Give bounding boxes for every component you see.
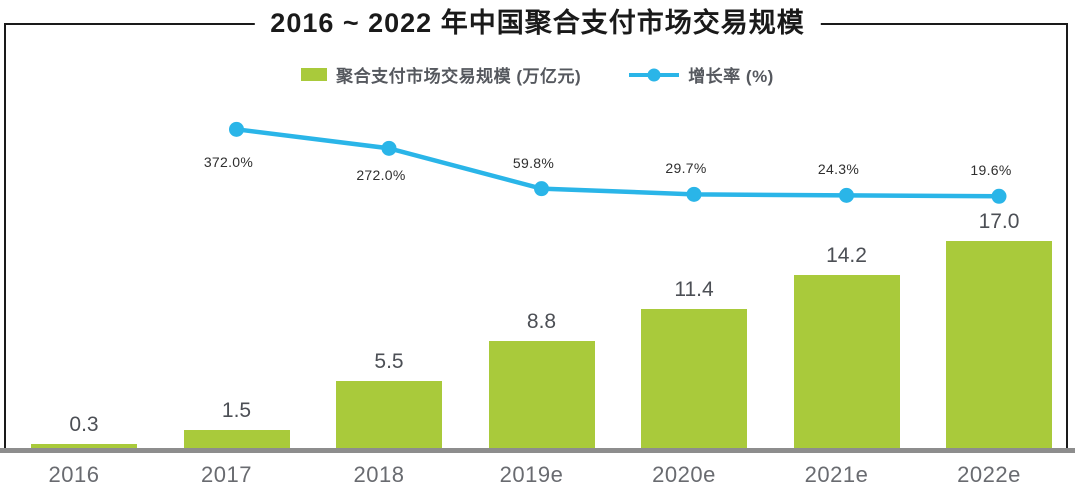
x-axis-label: 2016: [48, 462, 100, 487]
bar-value-label: 8.8: [526, 310, 557, 333]
legend: 聚合支付市场交易规模 (万亿元) 增长率 (%): [0, 62, 1075, 87]
bar: [183, 430, 290, 448]
legend-item-bar-series: 聚合支付市场交易规模 (万亿元): [301, 62, 581, 87]
bar: [488, 341, 595, 448]
x-axis-label: 2020e: [652, 462, 716, 487]
bar: [31, 444, 137, 448]
line-series-dot-icon: [647, 68, 661, 81]
bar-value-label: 11.4: [674, 278, 714, 301]
bar-value-label: 0.3: [69, 413, 99, 436]
bar-value-label: 5.5: [374, 350, 404, 373]
bar-value-label: 17.0: [978, 210, 1020, 233]
legend-bar-label: 聚合支付市场交易规模 (万亿元): [336, 67, 582, 86]
bar: [793, 275, 900, 448]
x-axis-label: 2022e: [957, 462, 1021, 487]
legend-item-line-series: 增长率 (%): [629, 62, 774, 87]
growth-value-label: 372.0%: [203, 154, 254, 171]
line-series-marker-icon: [629, 68, 680, 81]
growth-value-label: 19.6%: [970, 162, 1012, 179]
x-axis-label: 2021e: [804, 462, 869, 487]
x-axis-line: [0, 448, 1075, 453]
bar-value-label: 1.5: [221, 399, 252, 422]
growth-value-label: 59.8%: [512, 154, 555, 171]
legend-line-label: 增长率 (%): [688, 67, 774, 86]
bar-series-swatch-icon: [301, 68, 328, 81]
x-axis-label: 2019e: [499, 462, 564, 487]
chart-title: 2016 ~ 2022 年中国聚合支付市场交易规模: [254, 7, 821, 39]
bar: [336, 381, 442, 448]
x-axis-label: 2017: [201, 462, 252, 487]
growth-value-label: 29.7%: [665, 160, 707, 177]
growth-value-label: 272.0%: [356, 167, 406, 184]
bar: [641, 309, 747, 448]
growth-value-label: 24.3%: [817, 161, 860, 178]
bar: [946, 241, 1052, 448]
bar-value-label: 14.2: [826, 244, 867, 267]
x-axis-label: 2018: [353, 462, 405, 487]
